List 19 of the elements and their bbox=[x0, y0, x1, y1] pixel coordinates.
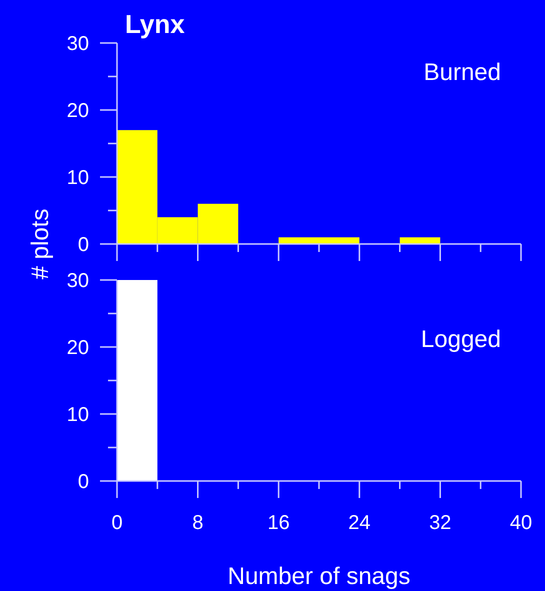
y-tick-label: 20 bbox=[66, 337, 89, 359]
x-axis-title: Number of snags bbox=[228, 563, 410, 590]
y-tick-label: 0 bbox=[78, 471, 89, 493]
y-tick-label: 10 bbox=[66, 404, 89, 426]
x-tick-label: 24 bbox=[348, 512, 371, 534]
x-tick-label: 16 bbox=[267, 512, 290, 534]
x-tick-label: 8 bbox=[192, 512, 204, 534]
annotation: Burned bbox=[424, 59, 501, 86]
y-tick-label: 10 bbox=[66, 167, 89, 189]
y-axis-title: # plots bbox=[27, 208, 54, 280]
y-tick-label: 30 bbox=[66, 33, 89, 55]
x-tick-label: 32 bbox=[429, 512, 452, 534]
x-tick-label: 40 bbox=[510, 512, 532, 534]
annotation: Logged bbox=[420, 326, 501, 353]
y-tick-label: 20 bbox=[66, 100, 89, 122]
y-tick-label: 0 bbox=[78, 234, 89, 256]
chart-title: Lynx bbox=[125, 9, 186, 39]
y-tick-label: 30 bbox=[66, 270, 89, 292]
x-tick-label: 0 bbox=[111, 512, 123, 534]
